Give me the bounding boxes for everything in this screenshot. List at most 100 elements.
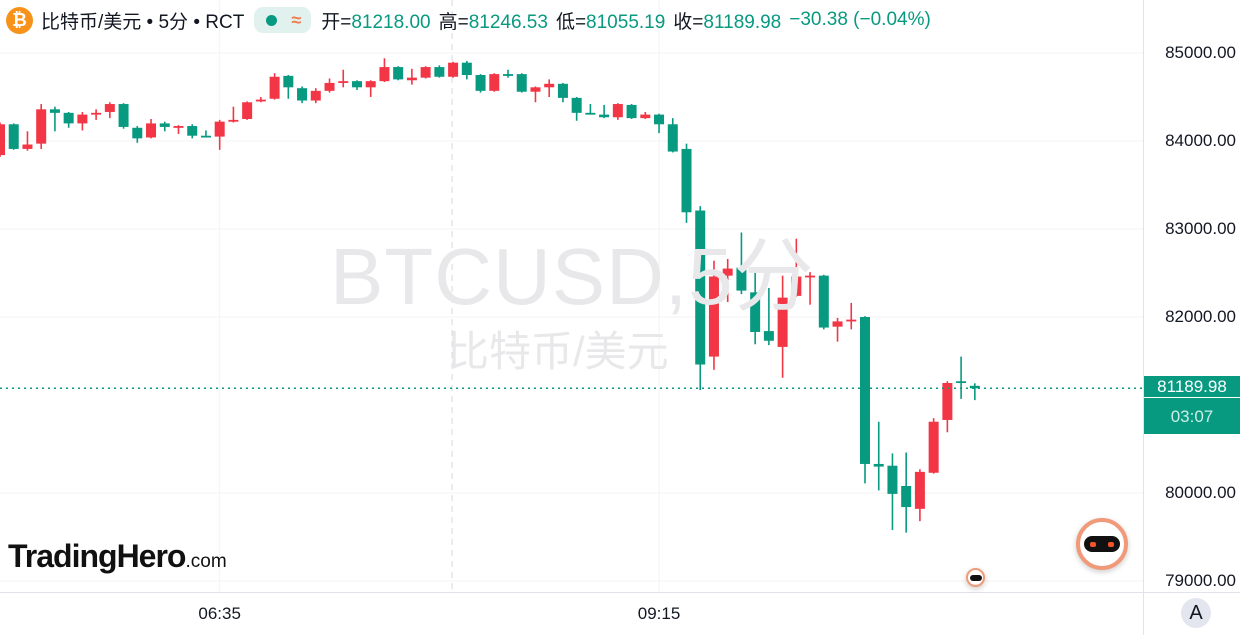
candle-body-down	[351, 81, 362, 88]
candle-body-up	[91, 112, 102, 115]
candle-body-up	[77, 114, 88, 124]
event-robot-marker-icon[interactable]	[966, 568, 985, 587]
time-axis-label: 06:35	[198, 604, 241, 623]
change-value: −30.38 (−0.04%)	[789, 9, 931, 30]
candle-body-up	[22, 144, 33, 149]
candle-body-up	[777, 297, 788, 347]
candle-body-up	[379, 67, 390, 82]
candle-body-down	[393, 67, 404, 80]
bitcoin-icon: ₿	[6, 6, 33, 34]
market-open-dot-icon	[266, 14, 278, 26]
candle-body-up	[338, 81, 349, 83]
candle-body-down	[63, 112, 74, 124]
candle-body-up	[448, 62, 459, 77]
low-label: 低=	[555, 11, 587, 33]
candle-body-up	[914, 471, 925, 509]
candle-body-up	[269, 76, 280, 99]
candle-body-down	[599, 114, 610, 118]
tradinghero-logo: TradingHero.com	[8, 538, 227, 575]
price-axis-label: 79000.00	[1165, 571, 1236, 590]
candle-body-down	[873, 463, 884, 467]
candle-body-down	[118, 104, 129, 127]
candle-body-down	[818, 275, 829, 328]
candle-body-up	[255, 99, 266, 102]
candle-body-down	[956, 381, 967, 384]
candle-body-down	[750, 292, 761, 332]
candle-body-up	[928, 421, 939, 473]
price-axis-label: 80000.00	[1165, 483, 1236, 502]
wave-icon: ≈	[291, 9, 302, 30]
candle-body-down	[49, 109, 60, 113]
bar-countdown: 03:07	[1144, 398, 1240, 434]
candle-body-down	[187, 126, 198, 136]
candle-body-down	[969, 385, 980, 389]
candle-body-down	[283, 75, 294, 88]
price-axis-label: 82000.00	[1165, 307, 1236, 326]
legend-header: ₿ 比特币/美元 • 5分 • RCT ≈ 开=81218.00 高=81246…	[6, 6, 931, 34]
candle-body-up	[708, 276, 719, 357]
candle-body-down	[159, 123, 170, 127]
candle-body-down	[461, 62, 472, 75]
ohlc-values: 开=81218.00 高=81246.53 低=81055.19 收=81189…	[321, 7, 781, 34]
candle-body-up	[365, 81, 376, 88]
low-value: 81055.19	[586, 11, 666, 33]
candle-body-up	[310, 90, 321, 101]
candle-body-up	[36, 109, 47, 144]
logo-brand: TradingHero	[8, 538, 186, 574]
open-value: 81218.00	[351, 11, 431, 33]
price-axis-label: 85000.00	[1165, 43, 1236, 62]
logo-suffix: .com	[185, 551, 227, 572]
candle-body-up	[530, 87, 541, 92]
candle-body-down	[132, 127, 143, 139]
candle-body-down	[8, 124, 19, 149]
candle-body-up	[104, 104, 115, 112]
watermark-name: 比特币/美元	[447, 328, 669, 375]
candle-body-down	[475, 75, 486, 91]
candle-body-down	[297, 88, 308, 101]
watermark-symbol: BTCUSD,5分	[330, 232, 815, 321]
candle-body-up	[791, 276, 802, 296]
candle-body-up	[805, 275, 816, 278]
candle-body-down	[585, 112, 596, 115]
candle-body-down	[736, 267, 747, 291]
time-axis-label: 09:15	[637, 604, 681, 623]
candle-body-down	[901, 485, 912, 508]
high-label: 高=	[438, 11, 469, 33]
assistant-robot-icon[interactable]	[1076, 518, 1128, 570]
candle-body-down	[654, 114, 665, 125]
candle-body-down	[571, 97, 582, 113]
candle-body-down	[200, 135, 211, 138]
market-status-pill[interactable]: ≈	[254, 7, 312, 33]
candle-body-down	[859, 317, 870, 464]
candle-body-up	[722, 268, 733, 276]
open-label: 开=	[321, 11, 352, 33]
symbol-title[interactable]: 比特币/美元 • 5分 • RCT	[41, 11, 245, 33]
candle-body-up	[214, 121, 225, 137]
candle-body-up	[146, 123, 157, 138]
candle-body-down	[557, 83, 568, 98]
candle-body-up	[406, 77, 417, 81]
candle-body-down	[626, 104, 637, 119]
candle-body-down	[667, 124, 678, 152]
candle-body-down	[503, 74, 514, 76]
candle-body-up	[173, 126, 184, 128]
candle-body-down	[887, 465, 898, 494]
auto-scale-button[interactable]: A	[1181, 598, 1211, 628]
candle-body-up	[324, 82, 335, 91]
candle-body-up	[544, 83, 555, 88]
last-price-tag: 81189.98	[1144, 376, 1240, 397]
candle-body-up	[489, 74, 500, 91]
candle-body-up	[612, 104, 623, 118]
close-value: 81189.98	[703, 11, 782, 33]
high-value: 81246.53	[468, 11, 548, 33]
close-label: 收=	[673, 11, 704, 33]
candle-body-up	[0, 124, 5, 156]
candle-body-up	[832, 321, 843, 327]
candle-body-up	[846, 319, 857, 322]
candle-body-up	[942, 383, 953, 420]
candle-body-up	[640, 114, 651, 119]
candle-body-down	[434, 67, 445, 77]
candle-body-down	[516, 74, 527, 92]
price-axis-label: 83000.00	[1165, 219, 1236, 238]
